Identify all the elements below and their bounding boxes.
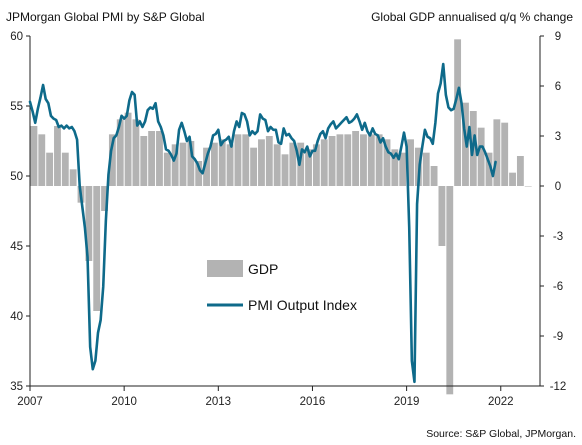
gdp-bar: [85, 186, 93, 261]
x-axis-tick-label: 2022: [488, 396, 514, 408]
gdp-bar: [524, 186, 532, 187]
legend-pmi-label: PMI Output Index: [248, 297, 357, 313]
gdp-bar: [501, 122, 509, 186]
left-axis-tick-label: 60: [10, 31, 23, 43]
gdp-bar: [273, 144, 281, 186]
legend-gdp-swatch: [207, 260, 243, 277]
gdp-bar: [516, 156, 524, 186]
gdp-bar: [446, 186, 454, 395]
gdp-bar: [320, 139, 328, 186]
gdp-bar: [179, 142, 187, 186]
gdp-bars: [30, 39, 532, 395]
gdp-bar: [375, 134, 383, 186]
right-axis-tick-label: 0: [555, 181, 561, 193]
gdp-bar: [156, 131, 163, 186]
gdp-bar: [148, 131, 156, 186]
gdp-bar: [485, 152, 493, 186]
legend: GDP PMI Output Index: [207, 260, 357, 313]
source-note: Source: S&P Global, JPMorgan.: [426, 428, 576, 440]
gdp-bar: [187, 141, 195, 186]
gdp-bar: [116, 119, 124, 186]
right-axis-tick-label: -12: [550, 381, 567, 393]
gdp-bar: [454, 39, 462, 186]
gdp-bar: [336, 134, 344, 186]
right-axis-tick-label: -9: [553, 331, 563, 343]
gdp-bar: [367, 134, 375, 186]
gdp-bar: [289, 142, 297, 186]
x-axis-tick-label: 2010: [111, 396, 137, 408]
gdp-bar: [46, 152, 54, 186]
gdp-bar: [38, 134, 46, 186]
x-axis-tick-label: 2007: [17, 396, 43, 408]
pmi-line-series: [28, 62, 497, 384]
gdp-bar: [281, 154, 289, 186]
left-axis-tick-label: 50: [10, 171, 23, 183]
gdp-bar: [132, 119, 140, 186]
gdp-bar: [265, 136, 273, 186]
gdp-bar: [93, 186, 101, 311]
gdp-bar: [438, 186, 446, 246]
right-axis-title: Global GDP annualised q/q % change: [371, 10, 573, 24]
gdp-bar: [250, 147, 258, 186]
legend-gdp-label: GDP: [248, 261, 278, 277]
gdp-bar: [399, 152, 407, 186]
x-axis-tick-label: 2013: [206, 396, 232, 408]
gdp-bar: [54, 126, 61, 186]
gdp-bar: [218, 139, 226, 186]
gdp-bar: [312, 144, 320, 186]
left-axis-tick-label: 40: [10, 311, 23, 323]
gdp-bar: [360, 134, 367, 186]
gdp-bar: [203, 147, 210, 186]
gdp-bar: [234, 134, 242, 186]
gdp-bar: [391, 149, 399, 186]
right-axis-tick-label: -3: [553, 231, 563, 243]
gdp-bar: [493, 119, 501, 186]
gdp-bar: [509, 172, 516, 186]
gdp-bar: [61, 152, 69, 186]
left-axis-tick-label: 35: [10, 381, 23, 393]
gdp-bar: [140, 136, 148, 186]
gdp-bar: [101, 186, 108, 211]
gdp-bar: [477, 127, 485, 186]
gdp-bar: [328, 136, 336, 186]
left-axis-tick-label: 45: [10, 241, 23, 253]
right-axis-tick-label: 6: [555, 81, 561, 93]
pmi-line: [28, 62, 497, 384]
gdp-bar: [171, 144, 179, 186]
x-axis-tick-label: 2016: [300, 396, 326, 408]
gdp-bar: [226, 144, 234, 186]
gdp-bar: [344, 134, 352, 186]
gdp-bar: [163, 152, 171, 186]
right-axis-tick-label: 3: [555, 131, 561, 143]
gdp-bar: [352, 131, 360, 186]
axes: 35 40 45 50 55 60 -12 -9 -6 -3 0 3 6 9 2007 2010 2013 201…: [10, 31, 566, 408]
gdp-bar: [305, 149, 312, 186]
right-axis-tick-label: 9: [555, 31, 561, 43]
gdp-bar: [258, 139, 265, 186]
x-axis-tick-label: 2019: [394, 396, 420, 408]
left-axis-title: JPMorgan Global PMI by S&P Global: [6, 10, 205, 24]
right-axis-tick-label: -6: [553, 281, 563, 293]
gdp-bar: [69, 169, 77, 186]
gdp-bar: [195, 161, 203, 186]
gdp-bar: [430, 166, 438, 186]
gdp-bar: [422, 152, 430, 186]
gdp-bar: [30, 126, 38, 186]
gdp-bar: [242, 134, 250, 186]
gdp-bar: [407, 139, 414, 186]
gdp-bar: [108, 134, 116, 186]
gdp-bar: [383, 139, 391, 186]
gdp-bar: [210, 142, 218, 186]
gdp-bar: [124, 112, 132, 186]
left-axis-tick-label: 55: [10, 101, 23, 113]
